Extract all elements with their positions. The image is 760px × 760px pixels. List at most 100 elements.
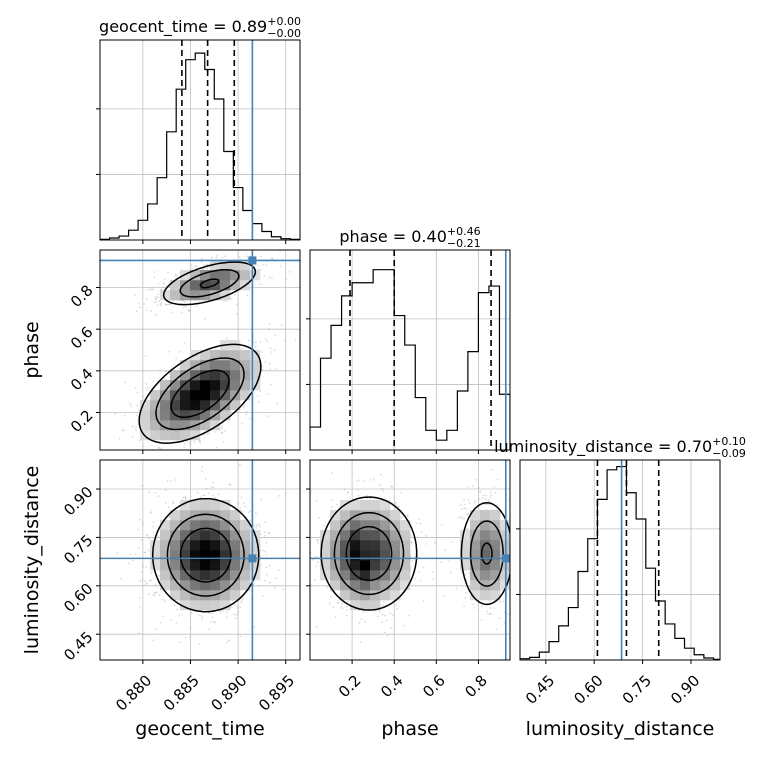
density-cell [210, 390, 221, 401]
density-contour [179, 527, 232, 583]
x-tick-label: 0.90 [667, 671, 703, 707]
density-cell [170, 400, 181, 411]
density-cell [230, 380, 241, 391]
density-cell [390, 560, 401, 571]
density-cell [180, 430, 191, 441]
histogram-bin [373, 270, 384, 450]
density-cell [350, 520, 361, 531]
x-axis-label: phase [381, 718, 438, 740]
density-cell [200, 420, 211, 431]
density-cell [190, 270, 201, 281]
histogram-bin [363, 283, 374, 450]
grid-lines [520, 460, 720, 660]
density-cell [460, 550, 471, 561]
density-cell [140, 410, 151, 421]
density-cell [150, 540, 161, 551]
density-cell [170, 430, 181, 441]
density-cell [220, 590, 231, 601]
density-cell [230, 520, 241, 531]
density-cell [230, 580, 241, 591]
density-cell [210, 370, 221, 381]
density-cell [200, 590, 211, 601]
density-cell [210, 350, 221, 361]
density-cell [240, 270, 251, 281]
panel-frame [309, 249, 511, 451]
density-cell [340, 510, 351, 521]
contours [138, 261, 262, 444]
histogram-bin [186, 60, 196, 240]
density-cell [160, 570, 171, 581]
density-contour [345, 525, 493, 582]
density-cell [210, 540, 221, 551]
density-cell [400, 540, 411, 551]
density-cell [320, 530, 331, 541]
density-cell [170, 530, 181, 541]
histogram-bin [148, 204, 158, 240]
histogram-bin [646, 568, 656, 660]
density-cell [350, 540, 361, 551]
density-cell [220, 500, 231, 511]
luminosity-distance-vs-phase-panel [306, 459, 511, 664]
density-cell [400, 580, 411, 591]
density-cell [230, 280, 241, 291]
density-cell [350, 510, 361, 521]
density-cell [220, 560, 231, 571]
density-cell [380, 500, 391, 511]
density-cell [200, 380, 211, 391]
density-cell [370, 570, 381, 581]
density-cell [150, 430, 161, 441]
y-axis-label: luminosity_distance [21, 466, 43, 655]
density-cell [190, 560, 201, 571]
density-cell [180, 540, 191, 551]
density-cell [170, 580, 181, 591]
density-cell [170, 280, 181, 291]
density-cell [390, 520, 401, 531]
density-cell [190, 550, 201, 561]
density-cell [340, 530, 351, 541]
panel-title-minus: −0.09 [712, 447, 746, 460]
x-tick-label: 0.60 [570, 671, 606, 707]
density-cell [480, 540, 491, 551]
histogram-bin [694, 655, 704, 660]
histogram-bin [457, 391, 468, 450]
density-cell [360, 510, 371, 521]
histogram-bin [447, 430, 458, 450]
histogram-bin [675, 638, 685, 660]
density-cell [350, 500, 361, 511]
density-cell [480, 510, 491, 521]
y-tick-label: 0.4 [67, 365, 97, 395]
density-cell [490, 510, 501, 521]
density-cell [190, 290, 201, 301]
density-cell [230, 530, 241, 541]
density-cell [230, 350, 241, 361]
x-tick-label: 0.75 [619, 671, 655, 707]
density-cell [480, 530, 491, 541]
tick-marks [306, 488, 479, 664]
density-cell [200, 600, 211, 611]
grid-lines [100, 40, 300, 240]
density-cell [370, 550, 381, 561]
y-tick-label: 0.45 [60, 628, 96, 664]
histogram-bin [167, 132, 177, 240]
density-cell [240, 370, 251, 381]
density-cell [480, 580, 491, 591]
density-cell [350, 580, 361, 591]
density-cell [210, 290, 221, 301]
density-cell [180, 410, 191, 421]
histogram-bin [195, 53, 205, 240]
density-cell [180, 370, 191, 381]
density-cell [150, 390, 161, 401]
density-cell [370, 600, 381, 611]
density-cell [190, 370, 201, 381]
density-cell [190, 280, 201, 291]
histogram-bin [568, 608, 578, 660]
density-cell [180, 280, 191, 291]
density-cell [490, 530, 501, 541]
density-cell [370, 560, 381, 571]
density-cell [340, 520, 351, 531]
density-cell [400, 570, 411, 581]
tick-marks [96, 108, 287, 244]
density-cell [210, 380, 221, 391]
histogram-bin [597, 499, 607, 660]
